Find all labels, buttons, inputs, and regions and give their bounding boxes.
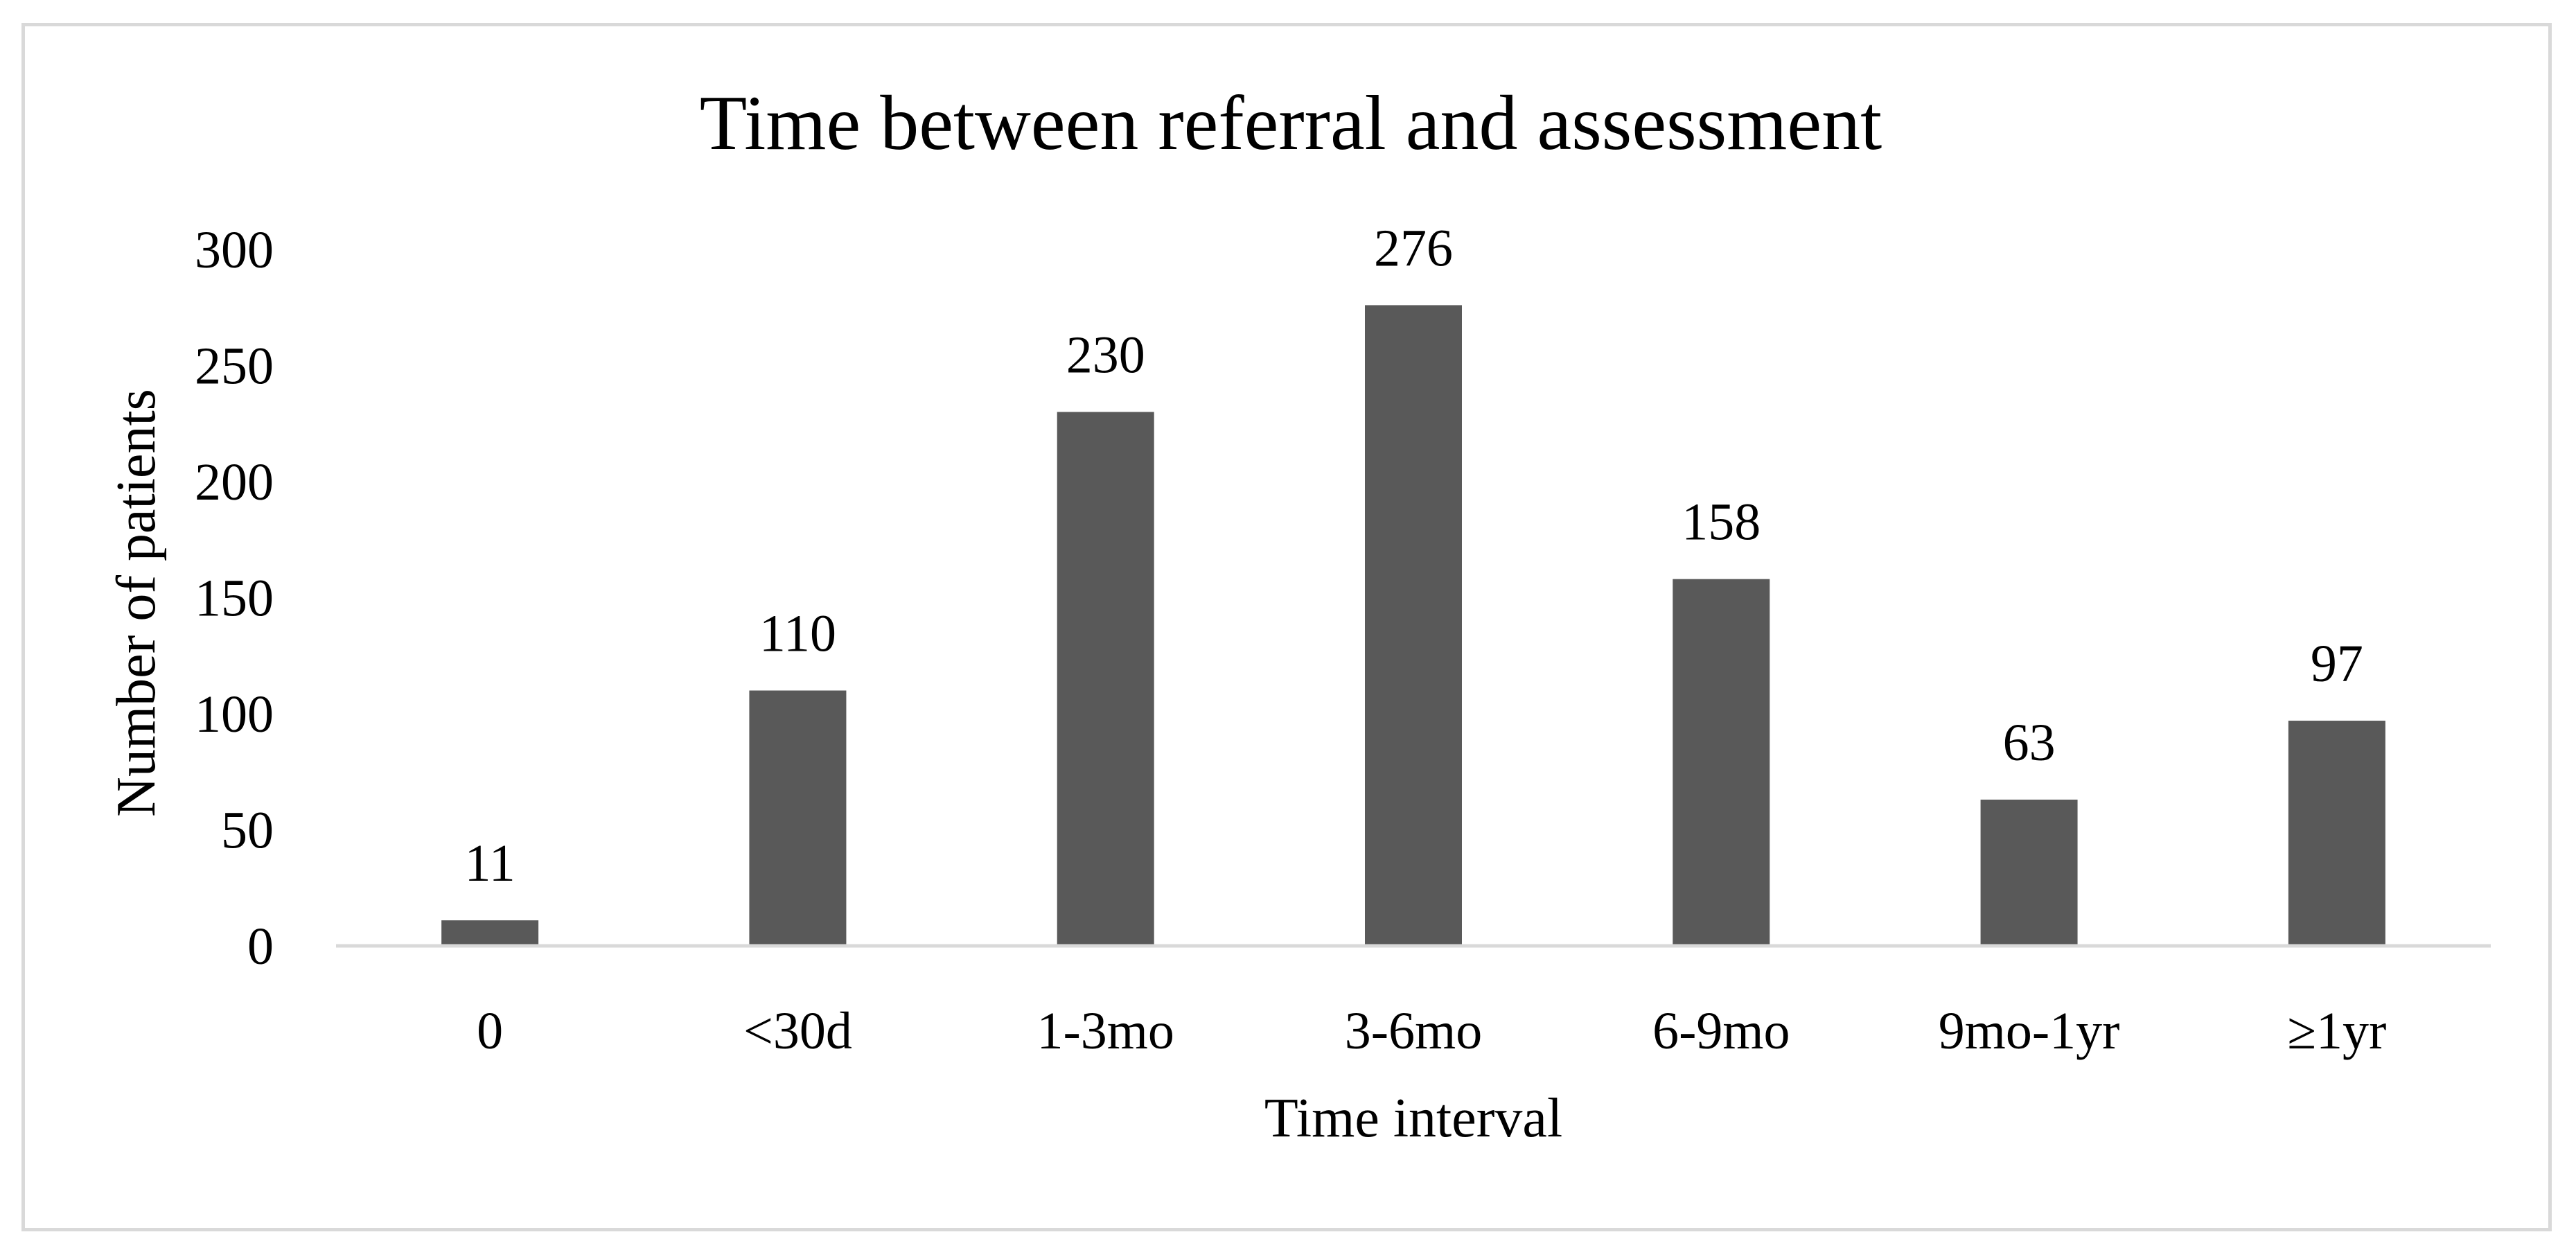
bar bbox=[1980, 799, 2078, 946]
y-tick-label: 0 bbox=[247, 917, 274, 976]
bar bbox=[749, 690, 847, 946]
bar bbox=[441, 920, 539, 946]
y-tick-label: 200 bbox=[195, 453, 274, 511]
data-label: 11 bbox=[465, 834, 515, 893]
y-tick-label: 300 bbox=[195, 221, 274, 279]
y-tick-label: 150 bbox=[195, 570, 274, 628]
x-tick-label: <30d bbox=[743, 1002, 852, 1060]
data-label: 97 bbox=[2311, 635, 2363, 693]
x-axis-ticks: 0 <30d 1-3mo 3-6mo 6-9mo 9mo-1yr ≥1yr bbox=[477, 1002, 2386, 1060]
y-tick-label: 100 bbox=[195, 685, 274, 744]
x-tick-label: 9mo-1yr bbox=[1939, 1002, 2120, 1060]
data-label: 63 bbox=[2003, 714, 2056, 772]
x-tick-label: ≥1yr bbox=[2287, 1002, 2386, 1060]
x-tick-label: 0 bbox=[477, 1002, 503, 1060]
y-tick-label: 250 bbox=[195, 337, 274, 396]
x-tick-label: 1-3mo bbox=[1036, 1002, 1174, 1060]
data-label: 110 bbox=[759, 605, 836, 663]
chart-frame bbox=[21, 23, 2552, 1231]
chart-title: Time between referral and assessment bbox=[700, 80, 1882, 166]
data-label: 158 bbox=[1682, 493, 1761, 552]
x-axis-title: Time interval bbox=[1264, 1088, 1562, 1149]
x-tick-label: 3-6mo bbox=[1345, 1002, 1482, 1060]
data-label: 276 bbox=[1374, 219, 1453, 277]
y-axis-ticks: 0 50 100 150 200 250 300 bbox=[195, 221, 274, 976]
bar bbox=[2288, 721, 2385, 946]
data-label: 230 bbox=[1066, 326, 1145, 385]
x-tick-label: 6-9mo bbox=[1652, 1002, 1790, 1060]
bars bbox=[441, 305, 2385, 946]
y-axis-title: Number of patients bbox=[106, 389, 167, 817]
data-labels: 11 110 230 276 158 63 97 bbox=[465, 219, 2363, 893]
bar bbox=[1673, 579, 1770, 946]
y-tick-label: 50 bbox=[221, 802, 274, 860]
bar bbox=[1057, 412, 1154, 946]
bar bbox=[1365, 305, 1462, 946]
